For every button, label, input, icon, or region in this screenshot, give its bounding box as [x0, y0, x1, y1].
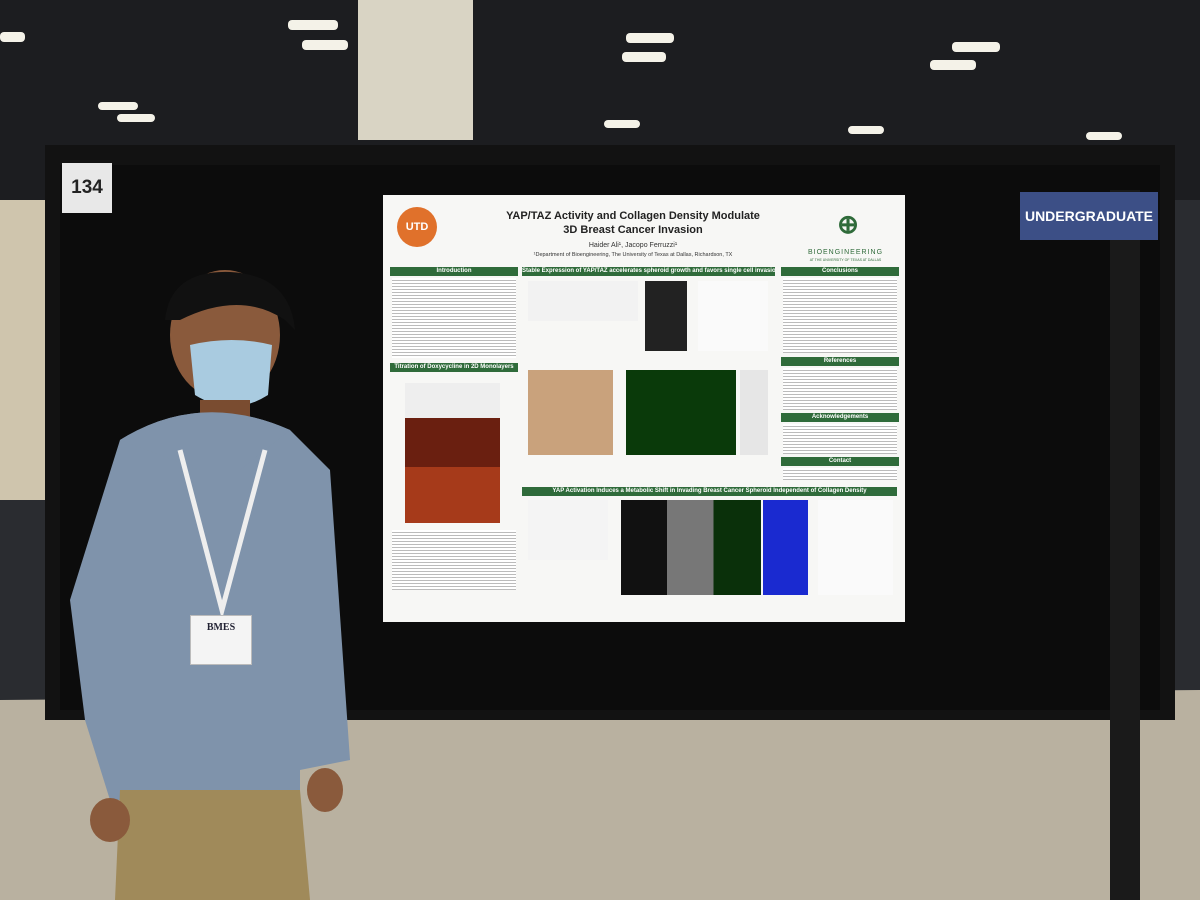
collar	[120, 412, 290, 470]
section-heading: YAP Activation Induces a Metabolic Shift…	[522, 487, 897, 496]
department-logo: BIOENGINEERING	[807, 249, 884, 256]
poster-logo: UTD	[397, 207, 437, 247]
section-heading: Titration of Doxycycline in 2D Monolayer…	[390, 363, 518, 372]
light	[98, 102, 138, 110]
name-badge: BMES	[190, 615, 252, 665]
face-mask	[190, 340, 272, 407]
figure	[763, 500, 808, 595]
board-number: 134	[62, 163, 112, 213]
section-heading: Conclusions	[781, 267, 899, 276]
section-heading: Contact	[781, 457, 899, 466]
light	[288, 20, 338, 30]
pants	[115, 790, 310, 900]
department-sub: AT THE UNIVERSITY OF TEXAS AT DALLAS	[809, 258, 882, 262]
figure	[528, 500, 608, 560]
light	[1086, 132, 1122, 140]
department-emblem: ⊕	[837, 209, 859, 239]
figure	[818, 500, 893, 595]
poster-affiliation: ¹Department of Bioengineering, The Unive…	[533, 252, 733, 258]
text-block	[783, 424, 897, 454]
light	[930, 60, 976, 70]
lanyard	[177, 449, 268, 620]
hair	[165, 271, 295, 330]
light	[626, 33, 674, 43]
text-block	[783, 368, 897, 410]
section-heading: Stable Expression of YAP/TAZ accelerates…	[522, 267, 775, 276]
text-block	[783, 468, 897, 480]
figure	[528, 281, 638, 321]
figure	[626, 370, 736, 455]
light	[848, 126, 884, 134]
text-block	[392, 278, 516, 358]
light	[622, 52, 666, 62]
section-heading: References	[781, 357, 899, 366]
figure	[405, 383, 500, 523]
ceiling-lights	[0, 20, 1122, 140]
figure	[645, 281, 687, 351]
figure	[740, 370, 768, 455]
light	[0, 32, 25, 42]
light	[302, 40, 348, 50]
poster: UTD YAP/TAZ Activity and Collagen Densit…	[383, 195, 905, 622]
light	[117, 114, 155, 122]
hand	[307, 768, 343, 812]
shirt	[70, 412, 350, 800]
figure	[621, 500, 761, 595]
poster-title: YAP/TAZ Activity and Collagen Density Mo…	[463, 209, 803, 237]
title-line: 3D Breast Cancer Invasion	[563, 224, 703, 236]
text-block	[392, 530, 516, 590]
hand	[90, 798, 130, 842]
text-block	[783, 278, 897, 353]
board-leg	[1110, 190, 1140, 900]
pillar	[358, 0, 473, 140]
poster-authors: Haider Ali¹, Jacopo Ferruzzi¹	[588, 242, 678, 249]
light	[952, 42, 1000, 52]
category-sign: UNDERGRADUATE	[1020, 192, 1158, 240]
light	[604, 120, 640, 128]
figure	[698, 281, 768, 351]
title-line: YAP/TAZ Activity and Collagen Density Mo…	[506, 210, 760, 222]
figure	[528, 370, 613, 455]
section-heading: Introduction	[390, 267, 518, 276]
section-heading: Acknowledgements	[781, 413, 899, 422]
